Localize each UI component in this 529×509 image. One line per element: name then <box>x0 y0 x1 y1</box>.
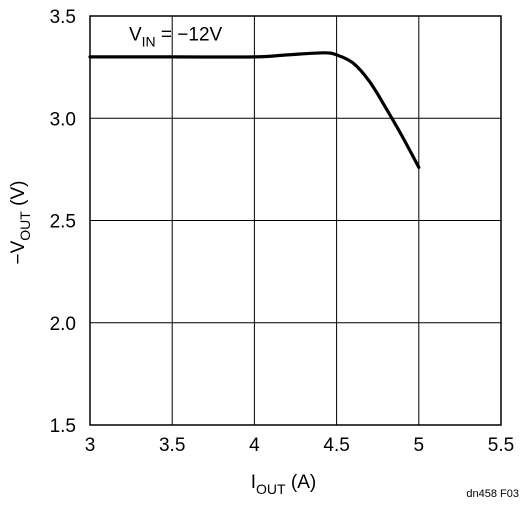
x-tick-label: 5 <box>414 435 425 456</box>
vin-annotation: VIN = −12V <box>129 25 223 50</box>
y-axis-tick-labels: 1.5 2.0 2.5 3.0 3.5 <box>50 7 76 437</box>
vin-annotation-value: = −12V <box>156 25 223 46</box>
vin-annotation-subscript: IN <box>142 34 156 50</box>
x-axis-title-subscript: OUT <box>256 481 286 497</box>
vin-annotation-main: V <box>129 25 142 46</box>
y-axis-title: −VOUT (V) <box>8 181 33 265</box>
plot-frame <box>89 15 502 426</box>
figure-code: dn458 F03 <box>466 488 519 500</box>
x-axis-tick-labels: 3 3.5 4 4.5 5 5.5 <box>85 435 515 456</box>
x-tick-label: 4 <box>249 435 260 456</box>
x-axis-title-main: I <box>251 472 256 493</box>
x-tick-label: 3.5 <box>159 435 185 456</box>
y-tick-label: 2.0 <box>50 314 76 335</box>
grid-lines <box>90 16 501 425</box>
x-tick-label: 4.5 <box>323 435 349 456</box>
x-tick-label: 5.5 <box>488 435 514 456</box>
y-axis-title-unit: (V) <box>8 181 29 212</box>
x-tick-label: 3 <box>85 435 96 456</box>
series-line <box>88 51 421 169</box>
y-tick-label: 1.5 <box>50 416 76 437</box>
x-axis-title-unit: (A) <box>286 472 317 493</box>
x-axis-title: IOUT (A) <box>251 472 316 497</box>
y-axis-title-subscript: OUT <box>17 211 33 241</box>
y-tick-label: 3.0 <box>50 109 76 130</box>
y-tick-label: 3.5 <box>50 7 76 28</box>
y-axis-title-main: −V <box>8 240 29 264</box>
y-tick-label: 2.5 <box>50 212 76 233</box>
